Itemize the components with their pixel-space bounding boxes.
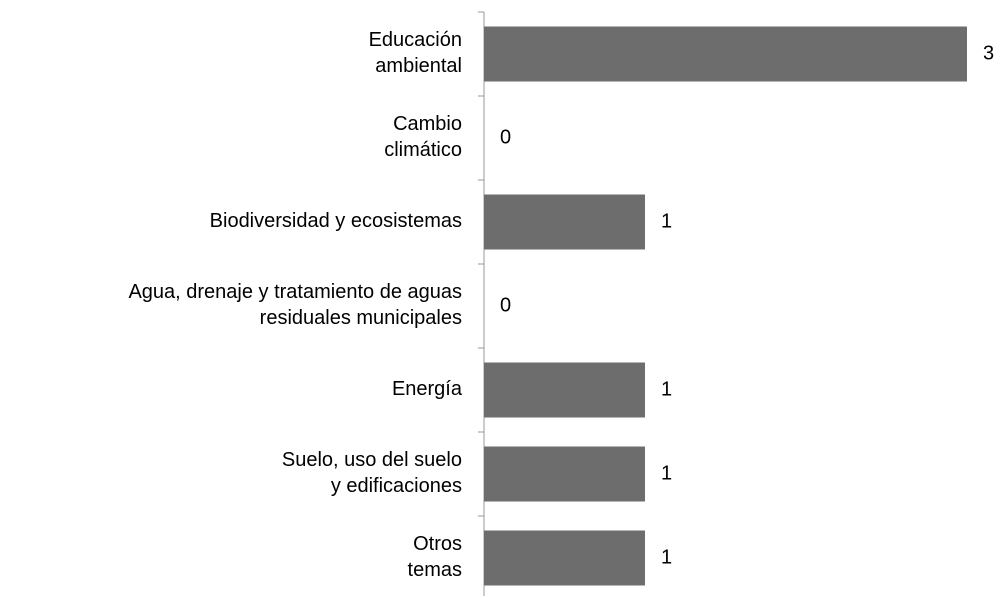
category-label: Otros temas	[408, 533, 462, 581]
category-label: Educación ambiental	[369, 29, 462, 77]
category-label: Agua, drenaje y tratamiento de aguas resi…	[128, 281, 462, 329]
bar	[484, 362, 645, 418]
value-label: 0	[500, 126, 511, 148]
category-label: Cambio climático	[384, 113, 462, 161]
category-label: Suelo, uso del suelo y edificaciones	[282, 449, 462, 497]
value-label: 0	[500, 294, 511, 316]
bar	[484, 194, 645, 250]
bar	[484, 446, 645, 502]
value-label: 1	[661, 462, 672, 484]
category-label: Energía	[392, 378, 463, 400]
value-label: 1	[661, 378, 672, 400]
bar	[484, 26, 967, 82]
value-label: 1	[661, 546, 672, 568]
category-label: Biodiversidad y ecosistemas	[210, 210, 462, 232]
value-label: 1	[661, 210, 672, 232]
bar	[484, 530, 645, 586]
value-label: 3	[983, 42, 994, 64]
